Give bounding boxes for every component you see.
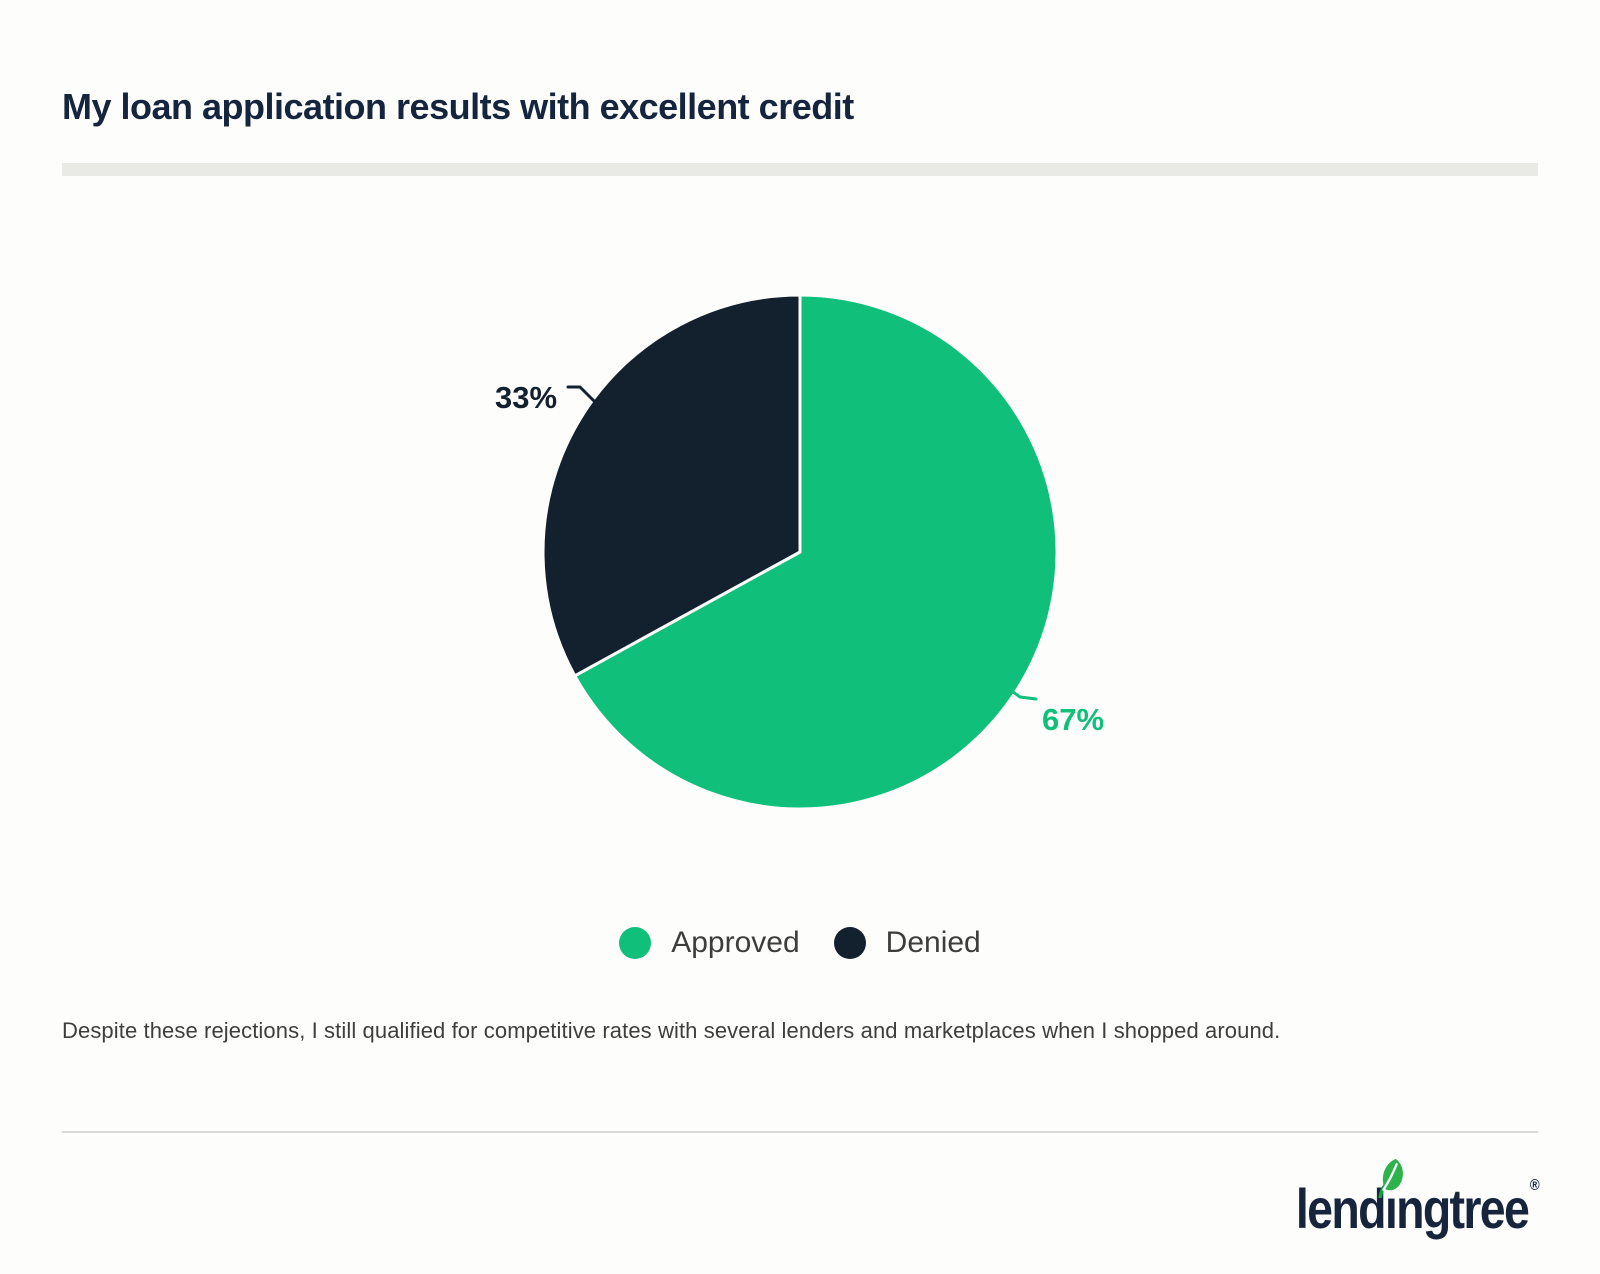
legend-label-approved: Approved (671, 926, 800, 959)
pie-slice-denied (541, 293, 802, 678)
approved-value-label: 67% (1042, 702, 1104, 737)
chart-title: My loan application results with excelle… (62, 86, 854, 127)
chart-legend: Approved Denied (0, 926, 1600, 960)
logo-text-ngtree: ngtree (1396, 1177, 1530, 1240)
footer-divider (62, 1131, 1538, 1133)
pie-chart: 33% 67% (495, 293, 1104, 811)
legend-item-denied: Denied (833, 926, 981, 960)
footnote: Despite these rejections, I still qualif… (62, 1018, 1281, 1043)
denied-value-label: 33% (495, 380, 557, 415)
legend-item-approved: Approved (619, 926, 800, 960)
pie-slice-approved (573, 293, 1059, 811)
denied-leader-line (566, 385, 596, 403)
logo-letter-i: ı (1378, 1159, 1404, 1237)
leaf-icon (1378, 1159, 1404, 1198)
logo-dotless-i: ı (1385, 1177, 1398, 1240)
denied-swatch-icon (833, 927, 866, 959)
lendingtree-logo: lendı ngtree ® (1246, 1159, 1540, 1240)
registered-mark: ® (1530, 1177, 1540, 1194)
approved-swatch-icon (619, 927, 652, 959)
lendingtree-wordmark: lendı ngtree ® (1296, 1159, 1540, 1240)
logo-text-lend: lend (1296, 1177, 1387, 1240)
approved-leader-line (1007, 687, 1038, 701)
legend-label-denied: Denied (885, 926, 981, 959)
title-divider (62, 163, 1538, 176)
